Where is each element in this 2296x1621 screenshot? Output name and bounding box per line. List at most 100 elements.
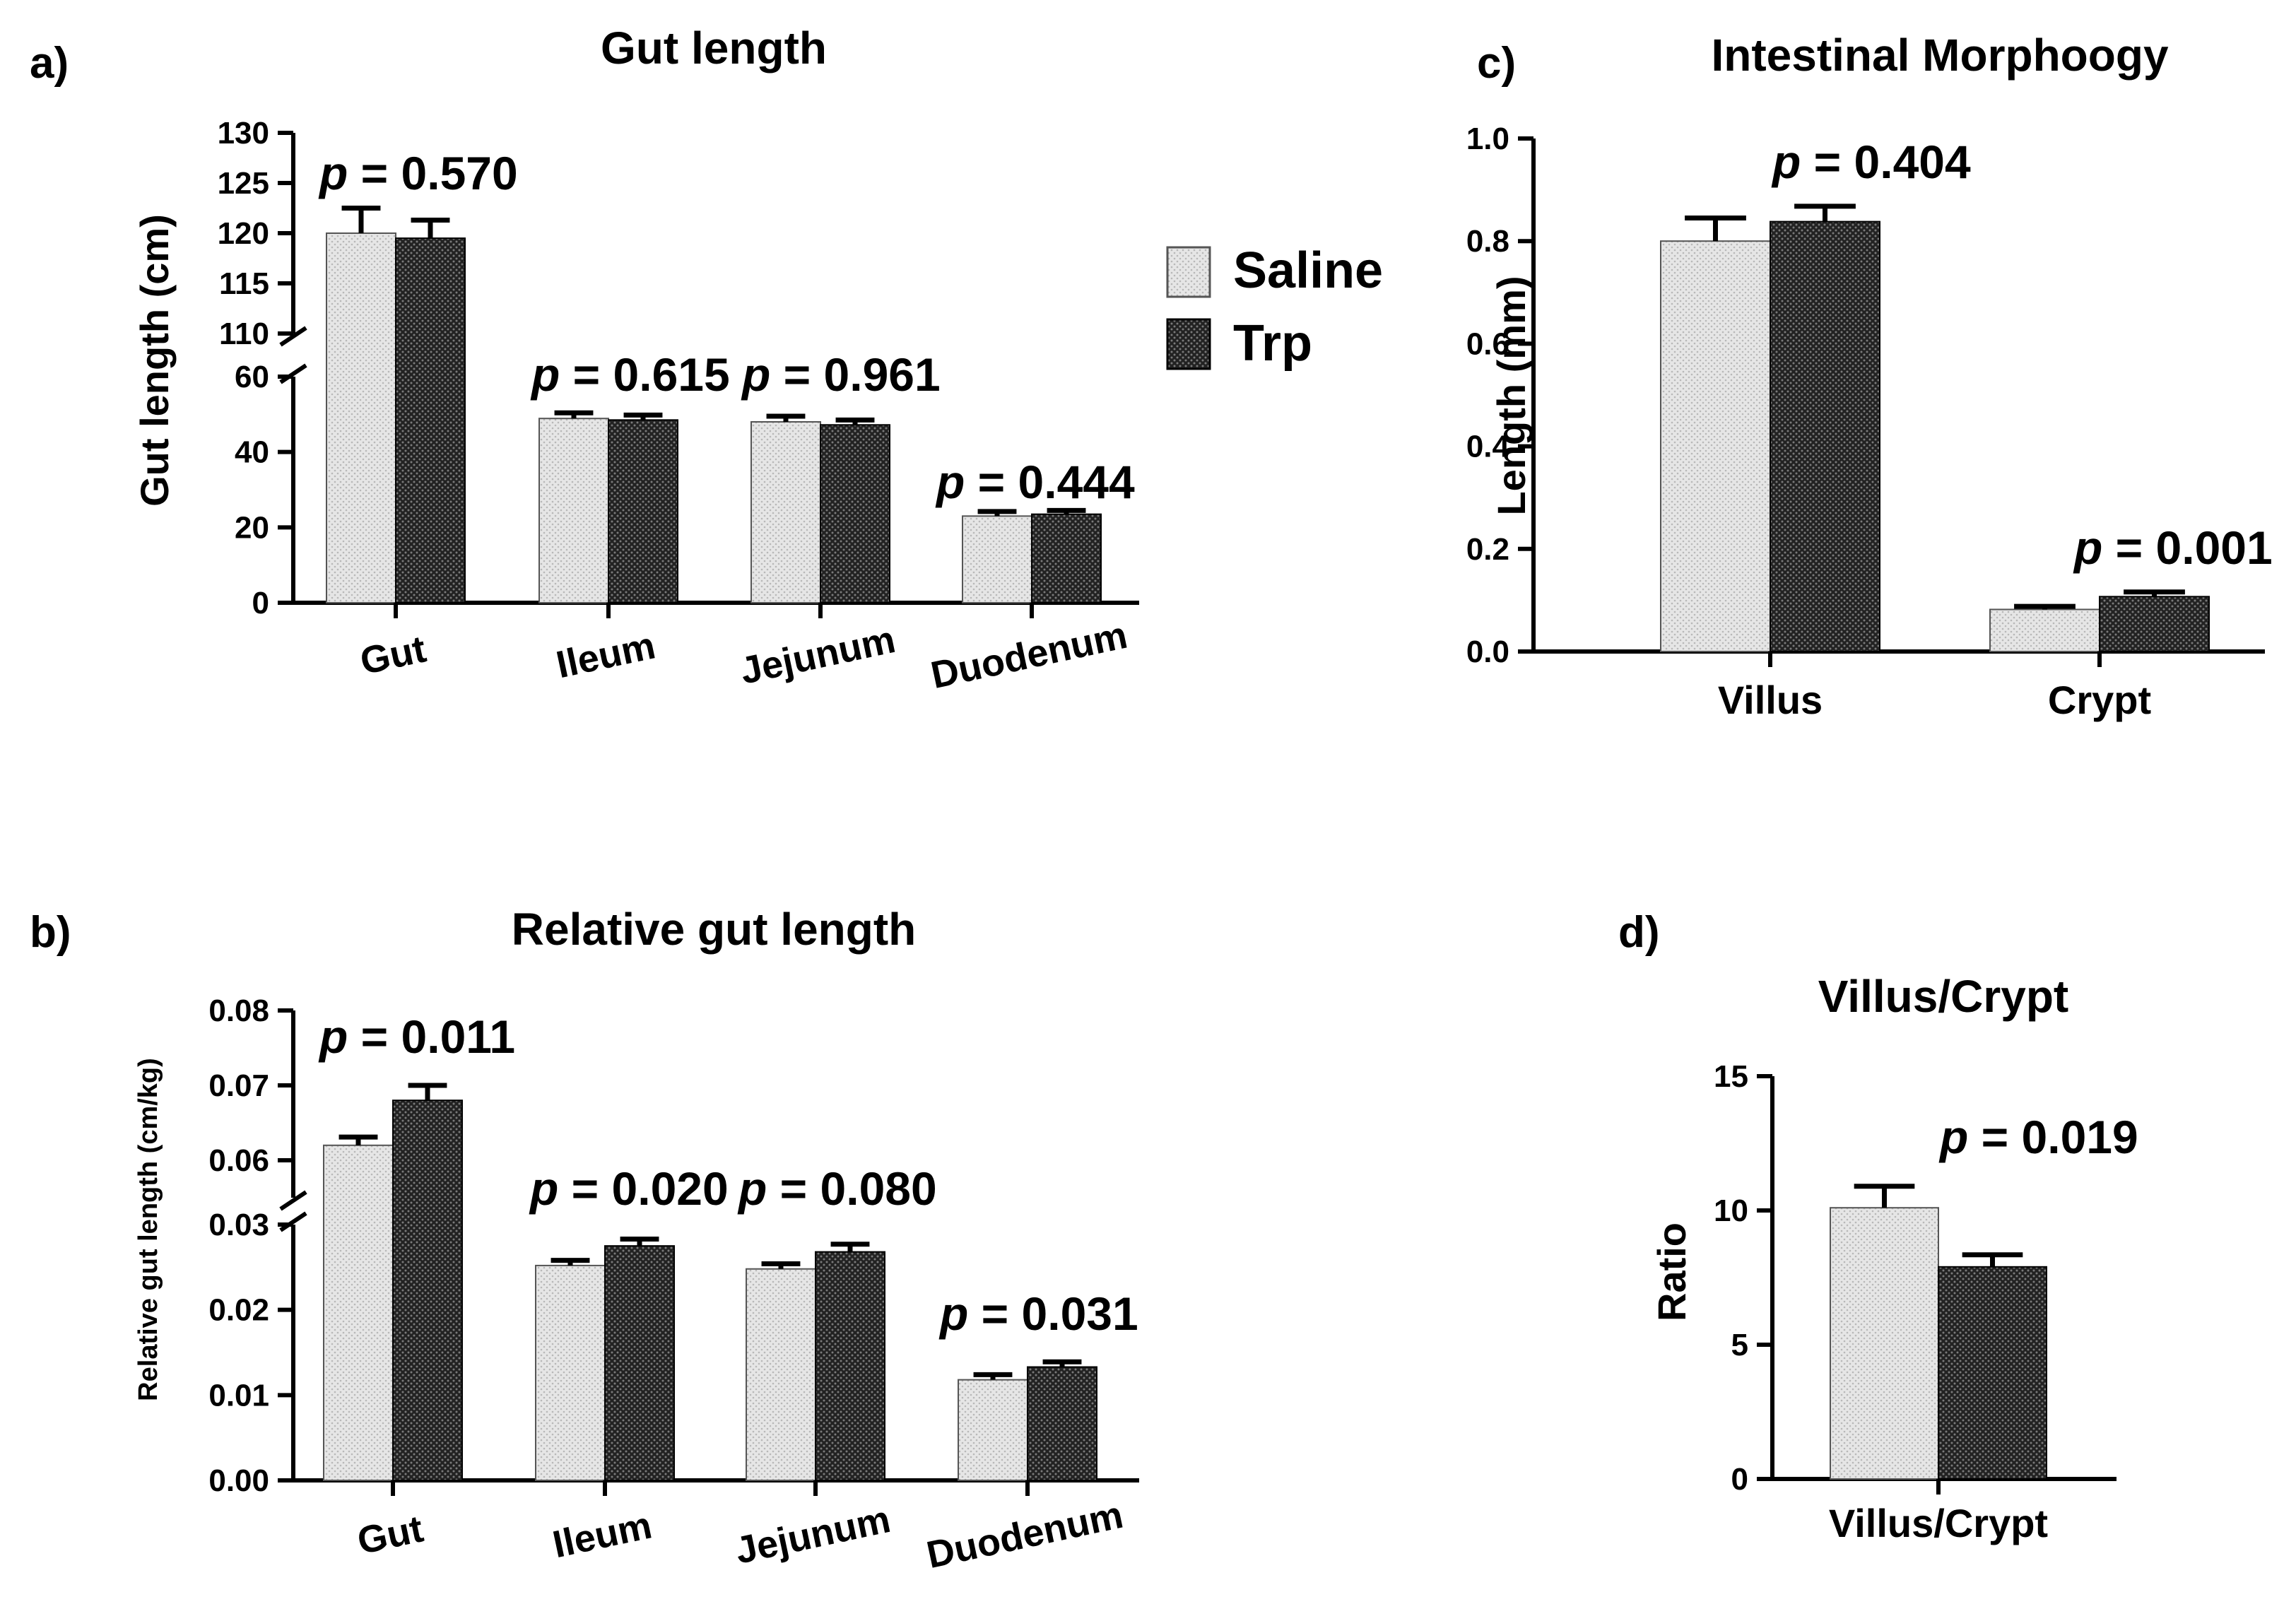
panel-b-label: b) bbox=[30, 908, 71, 957]
axis-break-mark bbox=[279, 363, 307, 384]
bar-saline-duodenum bbox=[962, 515, 1032, 603]
p-value-symbol: p bbox=[737, 1162, 767, 1215]
y-tick-label: 120 bbox=[218, 216, 269, 251]
panel-d-ylabel: Ratio bbox=[1649, 1222, 1694, 1321]
bar-trp-gut bbox=[395, 237, 466, 604]
y-tick-label: 115 bbox=[219, 266, 269, 301]
p-value-label: p = 0.019 bbox=[1938, 1111, 2138, 1163]
panel-a-label: a) bbox=[30, 39, 69, 88]
x-tick-label: Duodenum bbox=[923, 1494, 1126, 1576]
bar-trp-villus bbox=[1770, 220, 1880, 652]
p-value-label: p = 0.570 bbox=[318, 147, 518, 199]
p-value-text: = 0.404 bbox=[1801, 136, 1971, 188]
x-tick-label: Jejunum bbox=[736, 618, 899, 692]
y-tick-label: 0.06 bbox=[208, 1143, 269, 1178]
p-value-text: = 0.020 bbox=[558, 1162, 728, 1215]
legend-swatch-saline bbox=[1166, 246, 1211, 298]
p-value-label: p = 0.615 bbox=[530, 348, 730, 401]
y-tick-label: 0.4 bbox=[1466, 430, 1510, 464]
p-value-symbol: p bbox=[318, 147, 348, 199]
p-value-symbol: p bbox=[530, 348, 560, 401]
panel-a: a) Gut length Gut length (cm) 0 20 40 60 110… bbox=[30, 23, 1139, 697]
axis-break-mark bbox=[279, 1211, 307, 1232]
p-value-symbol: p bbox=[318, 1010, 348, 1063]
p-value-symbol: p bbox=[1938, 1111, 1968, 1163]
bar-trp-duodenum bbox=[1031, 513, 1102, 604]
legend-label-saline: Saline bbox=[1233, 242, 1383, 299]
panel-b-title: Relative gut length bbox=[512, 904, 917, 955]
p-value-text: = 0.001 bbox=[2102, 521, 2272, 574]
p-value-symbol: p bbox=[741, 348, 770, 401]
bar-trp-ileum bbox=[604, 1245, 675, 1481]
y-tick-label: 0.02 bbox=[208, 1293, 269, 1328]
bar-saline-duodenum bbox=[958, 1379, 1028, 1481]
p-value-label: p = 0.020 bbox=[529, 1162, 729, 1215]
panel-d-title: Villus/Crypt bbox=[1818, 971, 2068, 1022]
y-tick-label: 110 bbox=[219, 317, 269, 351]
p-value-text: = 0.615 bbox=[560, 348, 729, 401]
panel-b-ylabel: Relative gut length (cm/kg) bbox=[134, 1058, 163, 1401]
y-tick-label: 5 bbox=[1731, 1328, 1748, 1362]
y-tick-label: 125 bbox=[218, 166, 269, 201]
bar-trp-crypt bbox=[2099, 596, 2210, 652]
bar-trp-ileum bbox=[608, 419, 678, 603]
y-tick-label: 0.03 bbox=[208, 1208, 269, 1242]
bar-saline-ileum bbox=[535, 1264, 606, 1482]
bar-trp-gut bbox=[392, 1100, 463, 1481]
bar-trp-jejunum bbox=[820, 424, 890, 603]
p-value-label: p = 0.444 bbox=[935, 456, 1135, 508]
bar-trp-jejunum bbox=[815, 1251, 885, 1481]
bar-saline-gut bbox=[326, 232, 396, 603]
panel-d: d) Villus/Crypt Ratio 0 5 10 15 Villus/Crypt… bbox=[1618, 908, 2138, 1545]
axis-break-gap bbox=[272, 1200, 314, 1222]
bar-saline-ileum bbox=[538, 418, 609, 603]
x-tick-label: Ileum bbox=[553, 624, 659, 686]
bar-saline-gut bbox=[323, 1144, 394, 1482]
p-value-label: p = 0.080 bbox=[737, 1162, 937, 1215]
panel-d-plot: 0 5 10 15 Villus/Crypt p = 0.019 bbox=[1714, 1059, 2138, 1545]
bar-saline-jejunum bbox=[750, 421, 821, 603]
legend: Saline Trp bbox=[1166, 242, 1383, 372]
y-tick-label: 0.6 bbox=[1466, 326, 1509, 361]
panel-a-title: Gut length bbox=[601, 23, 827, 73]
p-value-text: = 0.080 bbox=[767, 1162, 936, 1215]
y-tick-label: 0.00 bbox=[208, 1463, 269, 1498]
x-tick-label: Crypt bbox=[2048, 678, 2151, 722]
p-value-text: = 0.019 bbox=[1968, 1111, 2138, 1163]
panel-d-label: d) bbox=[1618, 908, 1660, 957]
bar-saline-villus bbox=[1660, 240, 1771, 652]
y-tick-label: 1.0 bbox=[1466, 122, 1509, 156]
p-value-symbol: p bbox=[1771, 136, 1801, 188]
axis-break-mark bbox=[279, 326, 307, 347]
axis-break-gap bbox=[272, 336, 314, 375]
legend-swatch-trp bbox=[1166, 318, 1211, 370]
y-tick-label: 130 bbox=[218, 116, 269, 151]
y-tick-label: 10 bbox=[1714, 1193, 1748, 1228]
x-tick-label: Villus bbox=[1718, 678, 1823, 722]
y-tick-label: 60 bbox=[235, 360, 269, 394]
p-value-text: = 0.444 bbox=[965, 456, 1135, 508]
p-value-symbol: p bbox=[935, 456, 965, 508]
p-value-label: p = 0.031 bbox=[938, 1287, 1138, 1340]
p-value-symbol: p bbox=[529, 1162, 558, 1215]
y-tick-label: 20 bbox=[235, 510, 269, 545]
x-tick-label: Jejunum bbox=[731, 1498, 894, 1572]
y-tick-label: 0.0 bbox=[1466, 635, 1509, 669]
panel-c-title: Intestinal Morphoogy bbox=[1711, 30, 2169, 81]
panel-c-ylabel: Length (mm) bbox=[1489, 276, 1533, 515]
y-tick-label: 15 bbox=[1714, 1059, 1748, 1094]
p-value-symbol: p bbox=[2073, 521, 2102, 574]
axis-break-mark bbox=[279, 1190, 307, 1211]
panel-c: c) Intestinal Morphoogy Length (mm) 0.0 0… bbox=[1466, 30, 2273, 722]
y-tick-label: 0.2 bbox=[1466, 532, 1509, 567]
p-value-label: p = 0.001 bbox=[2073, 521, 2273, 574]
y-tick-label: 0 bbox=[1731, 1462, 1748, 1497]
bar-saline-villuscrypt bbox=[1830, 1207, 1939, 1480]
p-value-text: = 0.031 bbox=[968, 1287, 1138, 1340]
y-tick-label: 0 bbox=[252, 586, 269, 620]
x-tick-label: Gut bbox=[357, 627, 430, 683]
y-tick-label: 0.08 bbox=[208, 994, 269, 1028]
y-tick-label: 40 bbox=[235, 435, 269, 470]
bar-saline-jejunum bbox=[746, 1268, 816, 1482]
